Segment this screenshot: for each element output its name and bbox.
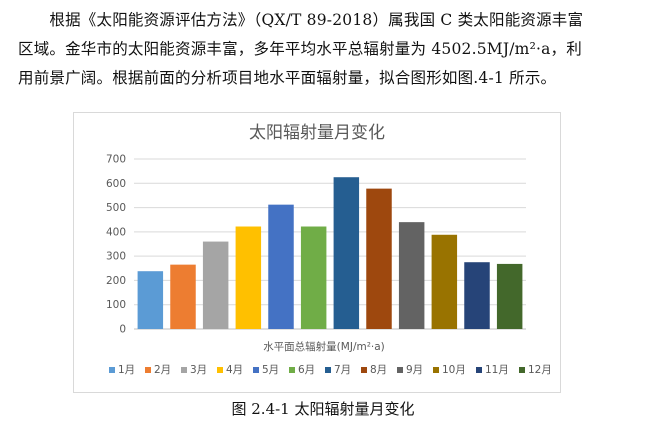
bar-2	[170, 264, 196, 329]
legend-label: 10月	[442, 364, 466, 376]
paragraph-line-3: 用前景广阔。根据前面的分析项目地水平面辐射量，拟合图形如图.4-1 所示。	[18, 69, 557, 87]
bar-7	[333, 177, 360, 329]
legend-label: 8月	[370, 364, 387, 376]
bar-11	[464, 262, 490, 329]
legend-swatch	[361, 367, 367, 373]
chart-grid	[134, 158, 526, 330]
legend-swatch	[325, 367, 331, 373]
body-paragraph: 根据《太阳能资源评估方法》（QX/T 89-2018）属我国 C 类太阳能资源丰…	[18, 6, 630, 93]
legend-label: 1月	[118, 364, 135, 376]
legend-swatch	[476, 367, 482, 373]
y-tick-label: 700	[106, 154, 126, 166]
bar-3	[202, 241, 229, 329]
chart-bars	[137, 177, 523, 329]
x-axis-label: 水平面总辐射量(MJ/m²·a)	[263, 340, 385, 353]
y-tick-label: 100	[106, 299, 126, 311]
legend-label: 12月	[528, 364, 552, 376]
legend-swatch	[217, 367, 223, 373]
legend-swatch	[253, 367, 259, 373]
y-tick-label: 300	[106, 251, 126, 263]
paragraph-line-1: 根据《太阳能资源评估方法》（QX/T 89-2018）属我国 C 类太阳能资源丰…	[18, 11, 584, 29]
legend-label: 2月	[154, 364, 171, 376]
legend-label: 3月	[190, 364, 207, 376]
y-tick-label: 0	[119, 324, 126, 336]
legend-swatch	[397, 367, 403, 373]
paragraph-line-2: 区域。金华市的太阳能资源丰富，多年平均水平总辐射量为 4502.5MJ/m²·a…	[18, 40, 582, 58]
bar-1	[137, 271, 164, 329]
y-tick-label: 500	[106, 202, 126, 214]
chart-title: 太阳辐射量月变化	[249, 123, 385, 143]
legend-swatch	[145, 367, 151, 373]
y-axis-ticks: 0 100 200 300 400 500 600 700	[106, 154, 126, 336]
y-tick-label: 600	[106, 178, 126, 190]
legend-label: 7月	[334, 364, 351, 376]
chart-legend: 1月 2月 3月 4月 5月 6月 7月 8月 9月 10月 11月 12月	[109, 364, 552, 376]
bar-4	[235, 226, 262, 329]
figure-caption: 图 2.4-1 太阳辐射量月变化	[231, 400, 415, 418]
legend-label: 11月	[485, 364, 509, 376]
legend-swatch	[181, 367, 187, 373]
chart-frame: 太阳辐射量月变化 0 100 200 300 400 500 600 700 水平面总辐射量(…	[73, 112, 561, 393]
y-tick-label: 400	[106, 226, 126, 238]
y-tick-label: 200	[106, 275, 126, 287]
bar-5	[268, 204, 294, 329]
legend-label: 9月	[406, 364, 423, 376]
legend-swatch	[289, 367, 295, 373]
bar-6	[300, 226, 327, 329]
legend-swatch	[109, 367, 115, 373]
bar-12	[496, 263, 523, 329]
bar-chart: 太阳辐射量月变化 0 100 200 300 400 500 600 700 水平面总辐射量(…	[106, 123, 552, 376]
legend-label: 4月	[226, 364, 243, 376]
legend-label: 5月	[262, 364, 279, 376]
bar-9	[398, 222, 425, 329]
legend-swatch	[519, 367, 525, 373]
bar-10	[431, 234, 458, 329]
bar-8	[366, 188, 392, 329]
legend-label: 6月	[298, 364, 315, 376]
legend-swatch	[433, 367, 439, 373]
